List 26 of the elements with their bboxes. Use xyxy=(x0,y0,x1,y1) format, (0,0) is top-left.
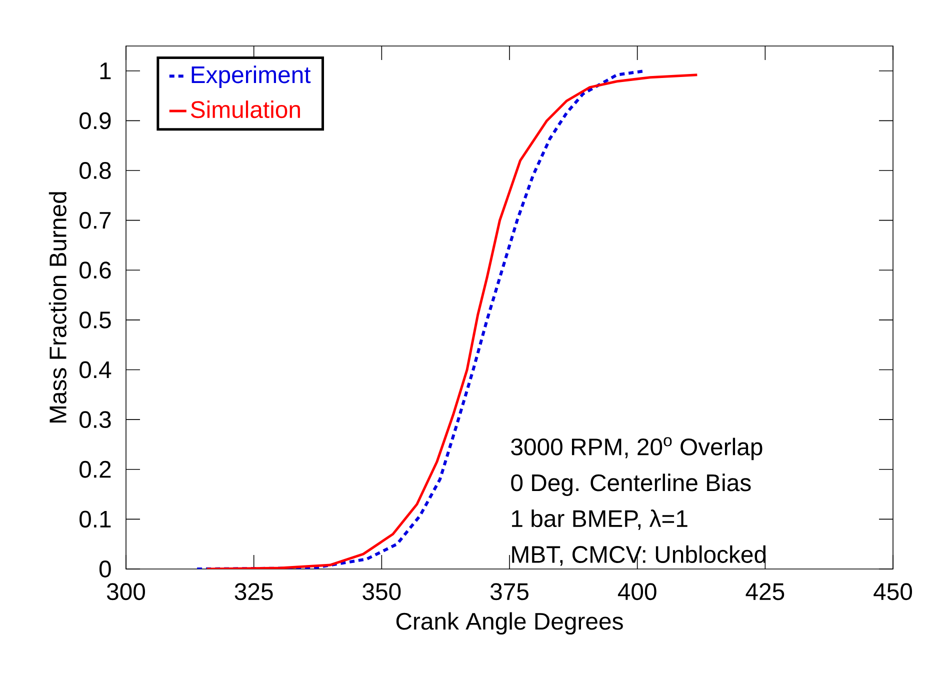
annotation: MBT, CMCV: Unblocked xyxy=(512,545,766,566)
y-tick-label: 0.2 xyxy=(80,460,111,478)
y-tick-label: 0.7 xyxy=(80,212,111,229)
annotation: 3000 RPM, 20$^{o}$ Overlap xyxy=(511,437,762,460)
y-tick-label: 0.4 xyxy=(80,361,112,378)
legend-label: Simulation xyxy=(190,100,300,118)
x-tick-label: 350 xyxy=(362,583,401,600)
y-tick-label: 0.9 xyxy=(80,112,111,130)
y-tick-label: 0.1 xyxy=(80,510,111,528)
y-tick-label: 0.8 xyxy=(80,162,111,179)
annotation: 0 Deg. Centerline Bias xyxy=(511,474,751,496)
legend-label: Experiment xyxy=(192,66,311,88)
annotation: 1 bar BMEP, λ=1 xyxy=(512,510,688,530)
x-tick-label: 375 xyxy=(490,583,528,600)
y-tick-label: 0.5 xyxy=(80,311,111,328)
x-axis-title: Crank Angle Degrees xyxy=(396,612,623,635)
y-tick-label: 0.6 xyxy=(80,262,111,279)
x-tick-label: 450 xyxy=(874,583,912,600)
x-tick-label: 425 xyxy=(746,583,784,600)
x-tick-label: 300 xyxy=(106,583,145,600)
x-tick-label: 400 xyxy=(618,583,656,600)
y-tick-label: 0.3 xyxy=(80,411,111,428)
x-tick-label: 325 xyxy=(234,583,273,600)
y-tick-label: 0 xyxy=(99,560,111,578)
y-tick-label: 1 xyxy=(100,62,111,80)
y-axis-title: Mass Fraction Burned xyxy=(48,192,66,422)
